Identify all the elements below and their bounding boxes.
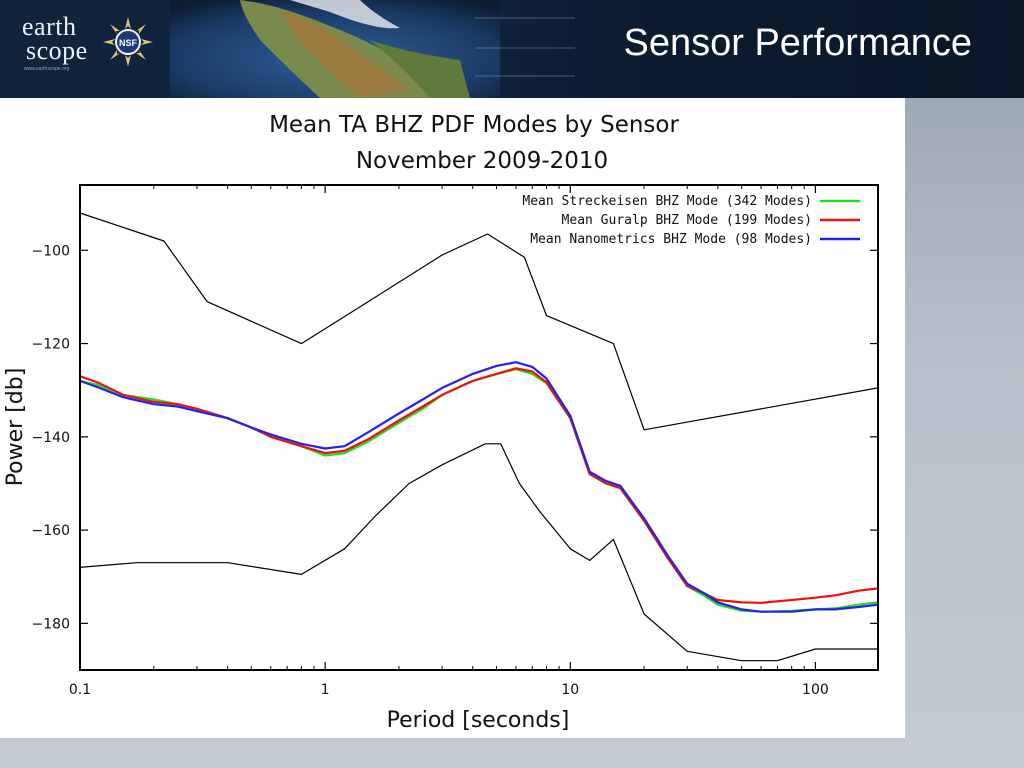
x-tick-label: 1 xyxy=(321,682,330,698)
y-tick-label: −160 xyxy=(32,523,70,539)
side-panel xyxy=(905,98,1024,738)
legend-label: Mean Guralp BHZ Mode (199 Modes) xyxy=(562,213,812,228)
y-tick-label: −100 xyxy=(32,243,70,259)
logo-text-scope: scope xyxy=(26,36,88,65)
y-axis-label: Power [db] xyxy=(3,368,28,487)
x-axis-label: Period [seconds] xyxy=(387,708,570,733)
nsf-seal-text: NSF xyxy=(119,38,138,48)
nsf-seal-icon: NSF xyxy=(103,17,153,67)
chart-subtitle: November 2009-2010 xyxy=(356,148,608,174)
y-tick-label: −140 xyxy=(32,430,70,446)
series-line-1 xyxy=(79,367,879,604)
logo-url: www.earthscope.org xyxy=(24,66,70,72)
coordinate-overlay xyxy=(475,17,575,77)
figure-area: Mean TA BHZ PDF Modes by Sensor November… xyxy=(0,98,905,738)
tick-layer: 0.1 1 10 100 −100 −120 −140 −160 −180 xyxy=(32,185,878,698)
series-line-2 xyxy=(79,361,879,613)
series-layer xyxy=(79,212,879,662)
logo-text-earth: earth xyxy=(22,12,77,41)
plot-frame xyxy=(79,184,879,671)
psd-chart: Mean TA BHZ PDF Modes by Sensor November… xyxy=(3,112,879,733)
envelope-line-3 xyxy=(79,212,879,431)
legend: Mean Streckeisen BHZ Mode (342 Modes) Mea… xyxy=(522,194,860,247)
series-line-0 xyxy=(79,368,879,613)
footer-band xyxy=(0,738,1024,768)
envelope-line-4 xyxy=(79,443,878,662)
x-tick-label: 0.1 xyxy=(69,682,91,698)
y-tick-label: −120 xyxy=(32,337,70,353)
slide-title: Sensor Performance xyxy=(623,22,973,64)
legend-label: Mean Nanometrics BHZ Mode (98 Modes) xyxy=(530,232,812,247)
chart-title: Mean TA BHZ PDF Modes by Sensor xyxy=(269,112,679,138)
x-tick-label: 10 xyxy=(561,682,579,698)
earthscope-logo: earth scope www.earthscope.org NSF xyxy=(0,0,170,98)
x-tick-label: 100 xyxy=(802,682,829,698)
legend-label: Mean Streckeisen BHZ Mode (342 Modes) xyxy=(522,194,812,209)
slide-header: earth scope www.earthscope.org NSF xyxy=(0,0,1024,98)
y-tick-label: −180 xyxy=(32,616,70,632)
globe-image xyxy=(170,0,500,98)
